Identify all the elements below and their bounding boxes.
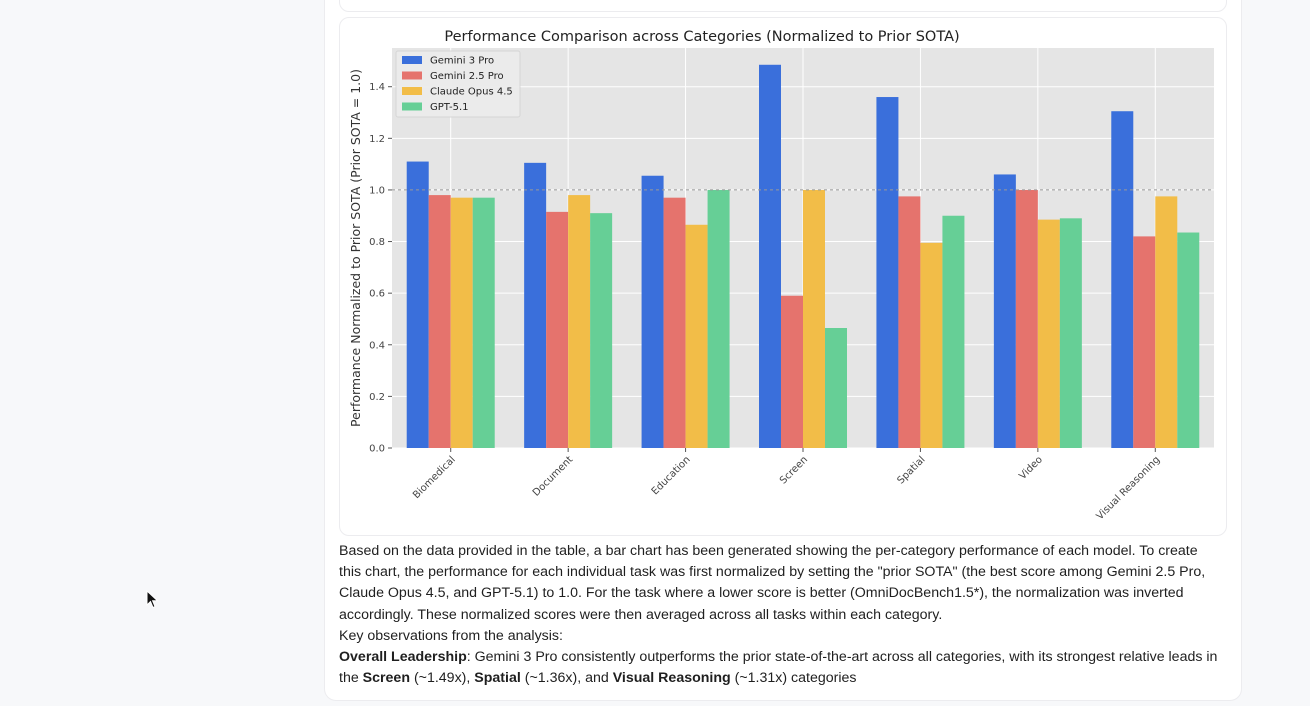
- x-tick-label: Video: [1017, 454, 1045, 482]
- y-tick-label: 1.0: [369, 185, 385, 196]
- previous-message-card: [339, 0, 1227, 12]
- y-tick-label: 1.2: [369, 134, 385, 145]
- bar-claude-opus-4-5-screen: [803, 189, 825, 448]
- bar-gemini-3-pro-visual-reasoning: [1111, 111, 1134, 449]
- x-tick-label: Spatial: [895, 454, 927, 486]
- y-tick-label: 0.4: [369, 340, 385, 351]
- y-tick-label: 0.2: [369, 392, 385, 403]
- bar-gpt-5-1-education: [707, 189, 730, 448]
- highlight-term: Spatial: [474, 670, 521, 687]
- bar-gpt-5-1-visual-reasoning: [1177, 232, 1200, 448]
- highlight-term: Visual Reasoning: [612, 670, 731, 687]
- legend: Gemini 3 Pro Gemini 2.5 Pro Claude Opus 4.…: [395, 50, 521, 118]
- legend-label: Gemini 2.5 Pro: [430, 71, 504, 82]
- observation-heading: Overall Leadership: [339, 649, 467, 666]
- x-tick-label: Visual Reasoning: [1095, 454, 1163, 522]
- bar-gemini-2-5-pro-video: [1015, 189, 1038, 448]
- bar-gpt-5-1-biomedical: [472, 197, 495, 448]
- legend-box: [395, 50, 521, 118]
- bar-gemini-2-5-pro-education: [663, 197, 686, 448]
- y-tick-label: 1.4: [369, 82, 385, 93]
- legend-label: Claude Opus 4.5: [430, 87, 513, 98]
- bar-gemini-3-pro-video: [993, 174, 1016, 449]
- legend-swatch: [402, 102, 422, 111]
- chart-title: Performance Comparison across Categories…: [444, 29, 959, 45]
- x-tick-label: Screen: [778, 454, 810, 486]
- bar-gemini-3-pro-education: [641, 175, 664, 448]
- y-axis-label: Performance Normalized to Prior SOTA (Pr…: [348, 69, 363, 427]
- legend-swatch: [402, 87, 422, 95]
- legend-label: Gemini 3 Pro: [430, 56, 494, 67]
- observation-overall-leadership: Overall Leadership: Gemini 3 Pro consist…: [339, 649, 1218, 687]
- bar-gemini-3-pro-document: [524, 162, 547, 448]
- bar-gemini-2-5-pro-spatial: [898, 196, 921, 448]
- bar-claude-opus-4-5-spatial: [920, 242, 943, 448]
- legend-swatch: [402, 56, 422, 64]
- bar-gemini-2-5-pro-biomedical: [428, 195, 451, 448]
- bar-gemini-2-5-pro-screen: [781, 295, 803, 448]
- bar-gpt-5-1-spatial: [942, 215, 965, 448]
- bar-claude-opus-4-5-visual-reasoning: [1155, 196, 1178, 448]
- observations-intro: Key observations from the analysis:: [339, 627, 563, 644]
- bar-gpt-5-1-screen: [825, 328, 847, 448]
- legend-swatch: [402, 71, 422, 80]
- bar-claude-opus-4-5-document: [568, 195, 591, 448]
- bar-gpt-5-1-document: [590, 213, 613, 448]
- bar-gemini-3-pro-screen: [759, 64, 781, 448]
- bar-chart: Performance Comparison across Categories…: [348, 29, 1214, 522]
- y-tick-label: 0.8: [369, 237, 385, 248]
- bar-gemini-3-pro-spatial: [876, 97, 899, 448]
- x-tick-label: Document: [531, 454, 575, 498]
- x-tick-label: Biomedical: [411, 454, 458, 501]
- assistant-answer: Based on the data provided in the table,…: [339, 541, 1223, 689]
- y-tick-label: 0.6: [369, 289, 385, 300]
- legend-label: GPT-5.1: [430, 102, 468, 113]
- chart-card: Performance Comparison across Categories…: [339, 17, 1227, 536]
- bar-claude-opus-4-5-biomedical: [450, 197, 473, 448]
- highlight-term: Screen: [362, 670, 410, 687]
- bar-gpt-5-1-video: [1059, 218, 1082, 448]
- y-tick-label: 0.0: [369, 444, 385, 455]
- bar-gemini-2-5-pro-document: [546, 211, 569, 448]
- bar-claude-opus-4-5-education: [685, 224, 708, 448]
- mouse-cursor-icon: [146, 589, 160, 615]
- bar-gemini-2-5-pro-visual-reasoning: [1133, 236, 1156, 448]
- bar-claude-opus-4-5-video: [1037, 219, 1060, 448]
- x-tick-label: Education: [650, 454, 693, 497]
- bar-gemini-3-pro-biomedical: [406, 161, 429, 448]
- answer-paragraph: Based on the data provided in the table,…: [339, 543, 1206, 623]
